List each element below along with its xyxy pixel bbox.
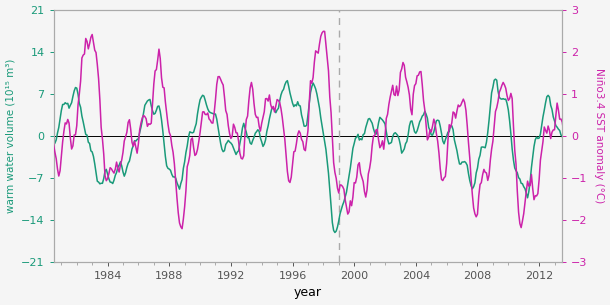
X-axis label: year: year bbox=[294, 286, 322, 300]
Y-axis label: warm water volume (10¹⁵ m³): warm water volume (10¹⁵ m³) bbox=[5, 59, 16, 213]
Y-axis label: Niño3.4 SST anomaly (°C): Niño3.4 SST anomaly (°C) bbox=[594, 68, 605, 203]
